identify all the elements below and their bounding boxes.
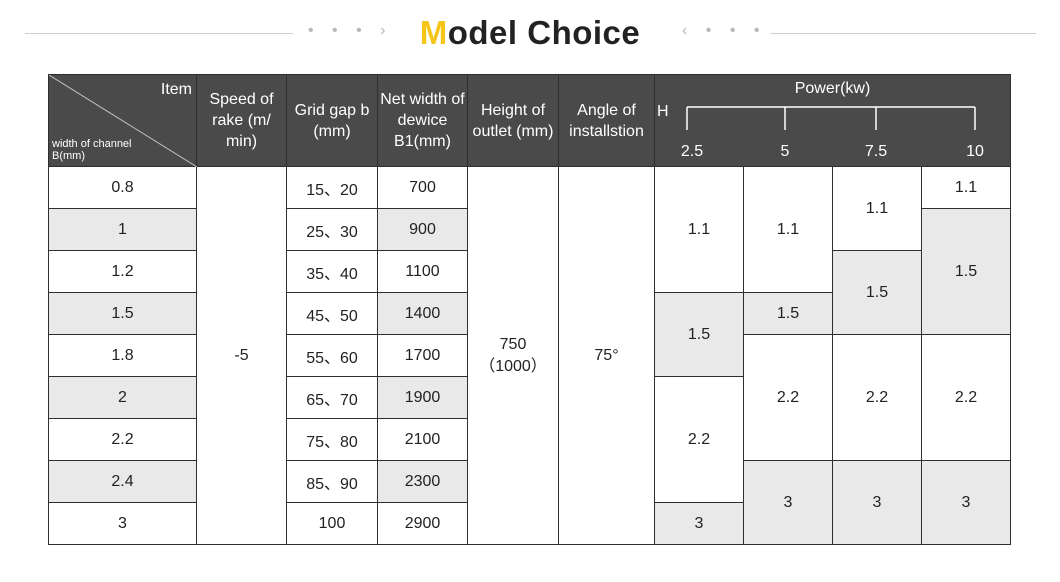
channel-width-cell: 2.2 <box>48 418 197 461</box>
header-item: Item <box>160 81 192 98</box>
channel-width-cell: 1.8 <box>48 334 197 377</box>
header-channel-width: width of channel B(mm) <box>52 138 132 162</box>
title-rule-left <box>25 33 293 34</box>
power-7-5-cell: 3 <box>832 460 922 545</box>
power-7-5-cell: 2.2 <box>832 334 922 461</box>
table-row: 1.2 35、40 1100 1.5 <box>48 250 1011 335</box>
power-value-5: 5 <box>780 143 790 160</box>
power-10-cell: 1.1 <box>921 166 1011 209</box>
net-width-cell: 2300 <box>377 460 468 503</box>
table-row: 0.8 -5 15、20 700 750 （1000） 75° 1.1 1.1 … <box>48 166 1011 545</box>
grid-gap-cell: 65、70 <box>286 376 378 419</box>
power-2-5-cell: 2.2 <box>654 376 744 503</box>
title-first-letter: M <box>419 14 448 51</box>
power-5-cell: 2.2 <box>743 334 833 461</box>
header-angle: Angle of installstion <box>558 74 655 167</box>
power-5-cell: 3 <box>743 460 833 545</box>
diagonal-line <box>49 75 197 167</box>
power-value-10: 10 <box>966 143 984 160</box>
title-decor-left: • • • › <box>308 22 393 39</box>
header-grid-gap: Grid gap b (mm) <box>286 74 378 167</box>
power-2-5-cell: 1.1 <box>654 166 744 293</box>
header-net-width: Net width of dewice B1(mm) <box>377 74 468 167</box>
net-width-cell: 1100 <box>377 250 468 293</box>
power-10-cell: 3 <box>921 460 1011 545</box>
channel-width-cell: 3 <box>48 502 197 545</box>
power-title: Power(kw) <box>794 80 871 97</box>
grid-gap-cell: 75、80 <box>286 418 378 461</box>
net-width-cell: 2100 <box>377 418 468 461</box>
grid-gap-cell: 25、30 <box>286 208 378 251</box>
net-width-cell: 2900 <box>377 502 468 545</box>
table-row: 2 65、70 1900 2.2 <box>48 376 1011 503</box>
grid-gap-cell: 100 <box>286 502 378 545</box>
table-row: 3 100 2900 3 <box>48 502 1011 545</box>
power-10-cell: 1.5 <box>921 208 1011 335</box>
net-width-cell: 700 <box>377 166 468 209</box>
power-value-2-5: 2.5 <box>680 143 704 160</box>
table-row: 1.5 45、50 1400 1.5 1.5 <box>48 292 1011 377</box>
model-choice-table: Item width of channel B(mm) Speed of rak… <box>48 74 1011 545</box>
header-outlet-height: Height of outlet (mm) <box>467 74 559 167</box>
title-area: • • • › Model Choice ‹ • • • <box>0 0 1060 70</box>
power-5-cell: 1.5 <box>743 292 833 335</box>
grid-gap-cell: 85、90 <box>286 460 378 503</box>
channel-width-cell: 2 <box>48 376 197 419</box>
net-width-cell: 1900 <box>377 376 468 419</box>
grid-gap-cell: 45、50 <box>286 292 378 335</box>
power-h-label: H <box>657 103 669 120</box>
net-width-cell: 1700 <box>377 334 468 377</box>
table-row: 1.8 55、60 1700 2.2 2.2 2.2 <box>48 334 1011 461</box>
header-rake-speed: Speed of rake (m/ min) <box>196 74 287 167</box>
angle-cell: 75° <box>558 166 655 545</box>
net-width-cell: 900 <box>377 208 468 251</box>
power-10-cell: 2.2 <box>921 334 1011 461</box>
channel-width-cell: 1 <box>48 208 197 251</box>
power-value-7-5: 7.5 <box>864 143 888 160</box>
rake-speed-cell: -5 <box>196 166 287 545</box>
outlet-height-cell: 750 （1000） <box>467 166 559 545</box>
channel-width-cell: 0.8 <box>48 166 197 209</box>
table-row: 2.2 75、80 2100 <box>48 418 1011 461</box>
header-row: Item width of channel B(mm) Speed of rak… <box>48 74 1011 167</box>
power-7-5-cell: 1.5 <box>832 250 922 335</box>
channel-width-cell: 1.5 <box>48 292 197 335</box>
table-row: 2.4 85、90 2300 3 3 3 <box>48 460 1011 545</box>
power-2-5-cell: 1.5 <box>654 292 744 377</box>
power-7-5-cell: 1.1 <box>832 166 922 251</box>
title-rest: odel Choice <box>447 14 641 51</box>
title-rule-right <box>770 33 1036 34</box>
grid-gap-cell: 35、40 <box>286 250 378 293</box>
channel-width-cell: 1.2 <box>48 250 197 293</box>
grid-gap-cell: 15、20 <box>286 166 378 209</box>
header-diagonal-cell: Item width of channel B(mm) <box>48 74 197 167</box>
page-title: Model Choice <box>0 14 1060 52</box>
net-width-cell: 1400 <box>377 292 468 335</box>
header-power: Power(kw) H 2.5 5 7.5 10 <box>654 74 1011 167</box>
table-row: 1 25、30 900 1.5 <box>48 208 1011 335</box>
grid-gap-cell: 55、60 <box>286 334 378 377</box>
power-2-5-cell: 3 <box>654 502 744 545</box>
title-decor-right: ‹ • • • <box>682 22 767 39</box>
power-bracket <box>686 106 976 130</box>
power-5-cell: 1.1 <box>743 166 833 293</box>
channel-width-cell: 2.4 <box>48 460 197 503</box>
